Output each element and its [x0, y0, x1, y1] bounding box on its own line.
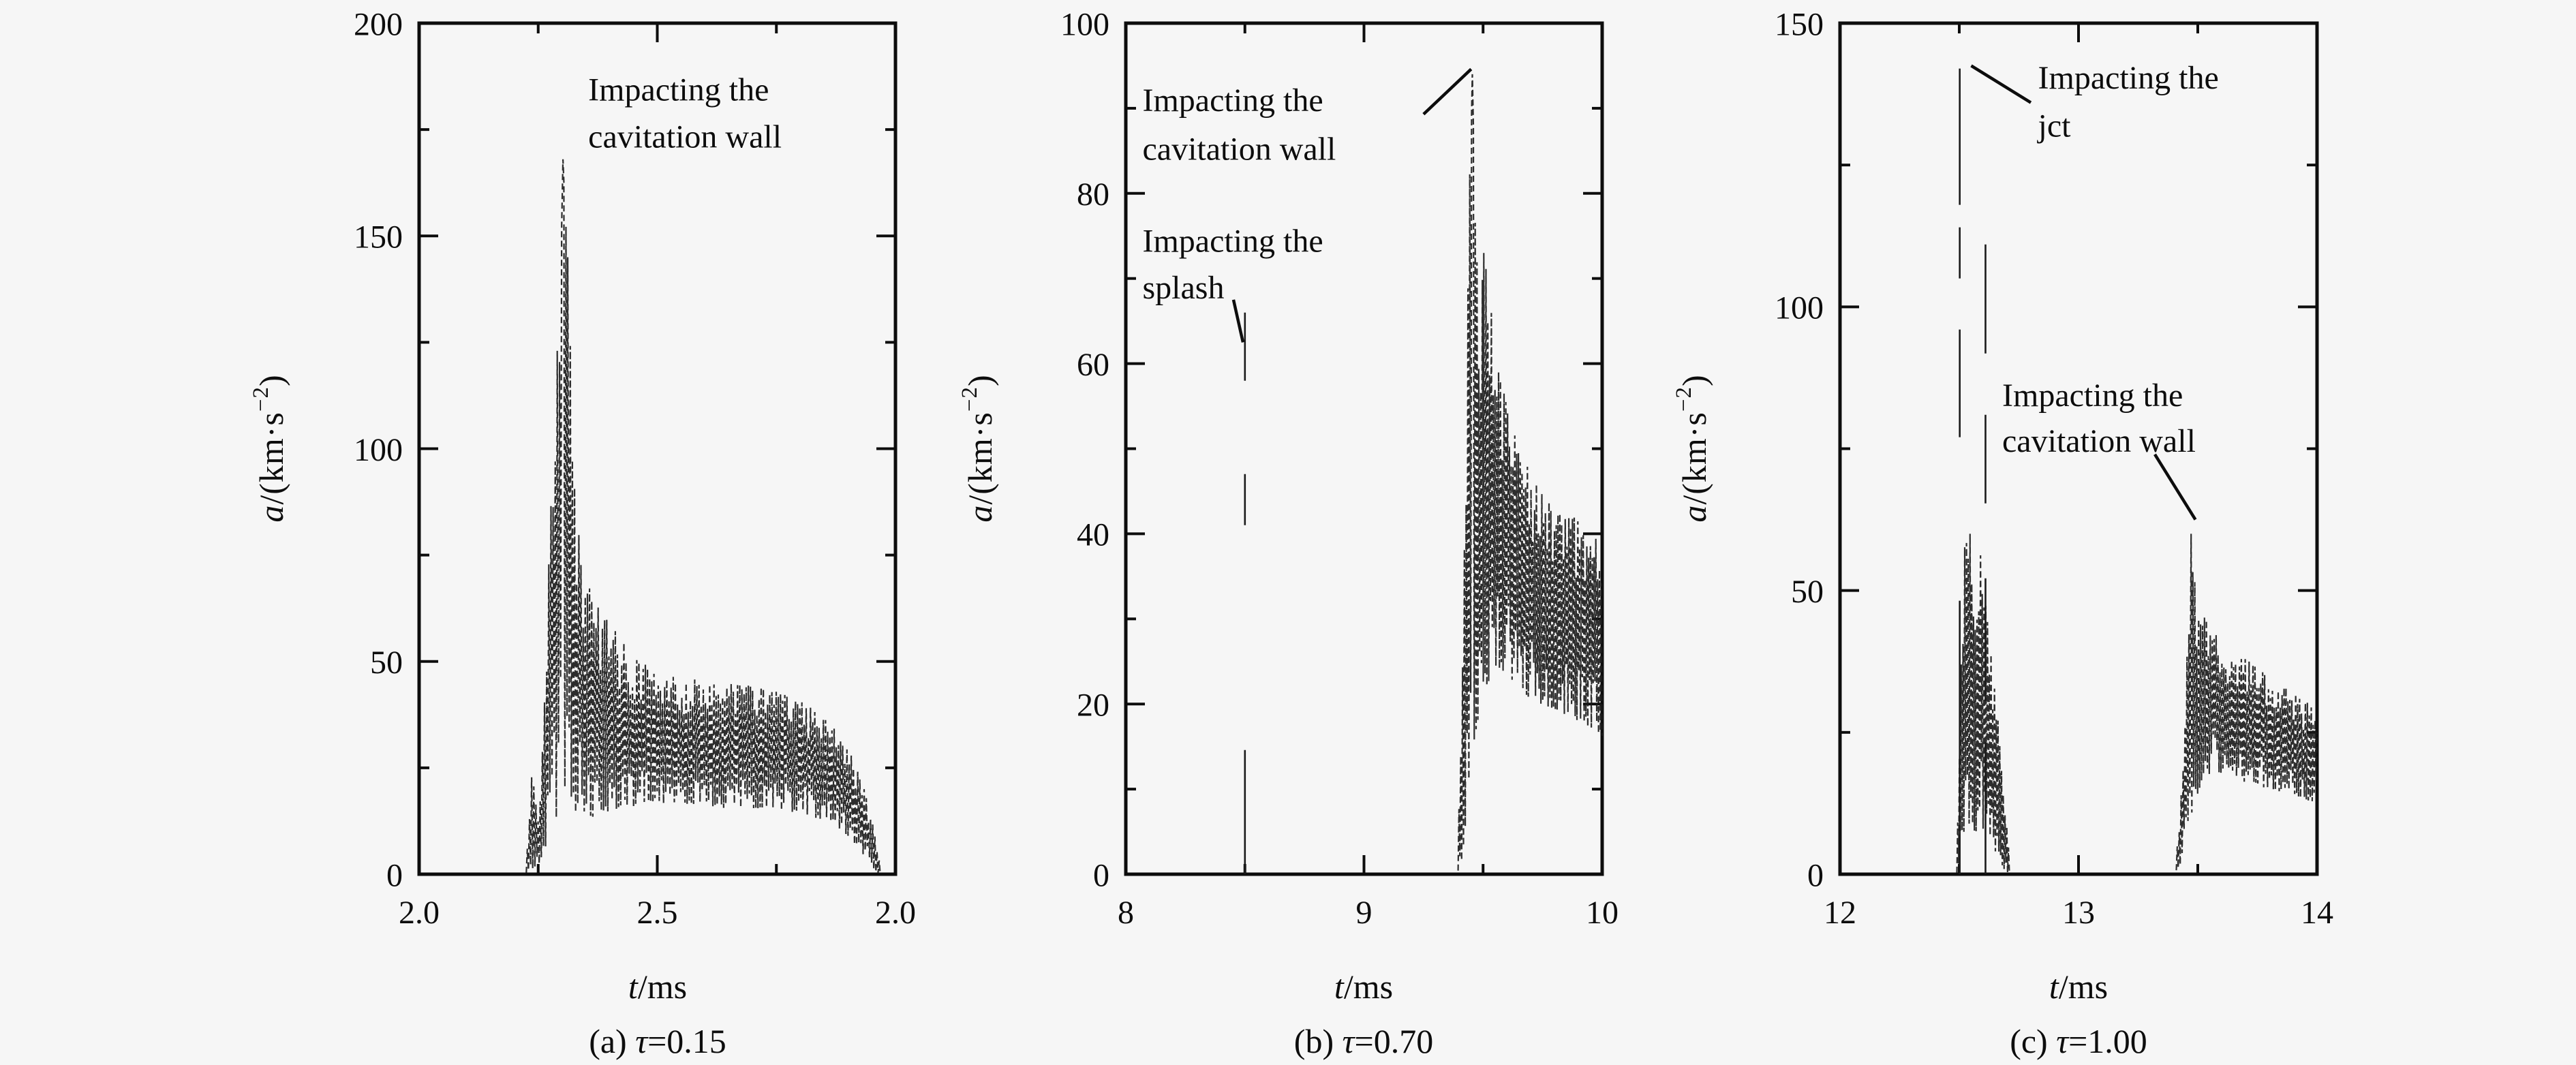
- x-axis-unit: /ms: [2058, 968, 2109, 1006]
- annotation-text: Impacting the: [588, 72, 769, 108]
- y-tick-label: 100: [1775, 290, 1824, 326]
- x-tick-label: 2.0: [399, 895, 440, 931]
- data-trace: [525, 159, 881, 874]
- y-axis-symbol: a: [252, 504, 290, 523]
- x-axis-unit: /ms: [1343, 968, 1394, 1006]
- annotation-text: jct: [2037, 108, 2072, 144]
- annotation-text: cavitation wall: [588, 119, 782, 155]
- caption-index: (a): [589, 1022, 636, 1060]
- caption-tau: τ: [2056, 1022, 2069, 1060]
- y-axis-symbol: a: [1675, 504, 1713, 523]
- x-tick-label: 2.0: [875, 895, 916, 931]
- x-axis-unit: /ms: [637, 968, 688, 1006]
- y-tick-label: 200: [354, 6, 403, 42]
- caption-a: (a) τ=0.15: [589, 1021, 726, 1061]
- annotation-text: Impacting the: [2002, 377, 2183, 414]
- x-tick-label: 14: [2301, 895, 2333, 931]
- x-tick-label: 13: [2062, 895, 2095, 931]
- caption-tau: τ: [635, 1022, 648, 1060]
- y-axis-exponent: −2: [957, 386, 983, 412]
- x-axis-label-a: t/ms: [628, 967, 687, 1006]
- caption-b: (b) τ=0.70: [1294, 1021, 1433, 1061]
- data-trace: [2175, 534, 2318, 871]
- caption-index: (c): [2010, 1022, 2057, 1060]
- caption-tau: τ: [1342, 1022, 1355, 1060]
- x-axis-symbol: t: [1334, 968, 1344, 1006]
- annotation-leader: [1970, 64, 2032, 104]
- y-tick-label: 0: [386, 857, 403, 893]
- y-tick-label: 100: [1060, 6, 1109, 42]
- x-tick-label: 8: [1118, 895, 1134, 931]
- annotation-leader: [1422, 67, 1473, 116]
- y-axis-unit: /(km·s: [252, 412, 290, 505]
- annotation-text: Impacting the: [1142, 223, 1323, 259]
- y-tick-label: 150: [1775, 6, 1824, 42]
- annotation-text: cavitation wall: [2002, 423, 2196, 459]
- annotation-leader: [1231, 299, 1245, 343]
- x-axis-symbol: t: [2049, 968, 2059, 1006]
- caption-value: =0.70: [1354, 1022, 1434, 1060]
- y-axis-unit: /(km·s: [1675, 412, 1713, 505]
- annotation-text: cavitation wall: [1142, 131, 1336, 167]
- y-axis-unit-close: ): [961, 374, 999, 386]
- y-axis-unit: /(km·s: [961, 412, 999, 505]
- x-tick-label: 10: [1586, 895, 1619, 931]
- y-tick-label: 150: [354, 219, 403, 256]
- y-axis-label-c: a/(km·s−2): [1672, 374, 1714, 523]
- annotation-text: Impacting the: [2038, 60, 2219, 96]
- data-trace: [1956, 534, 2010, 873]
- y-tick-label: 0: [1807, 857, 1824, 893]
- caption-index: (b): [1293, 1022, 1343, 1060]
- y-axis-unit-close: ): [252, 374, 290, 386]
- y-axis-label-b: a/(km·s−2): [957, 374, 1000, 523]
- y-tick-label: 50: [370, 645, 403, 681]
- x-axis-symbol: t: [628, 968, 638, 1006]
- caption-c: (c) τ=1.00: [2010, 1021, 2147, 1061]
- x-axis-label-c: t/ms: [2049, 967, 2108, 1006]
- y-tick-label: 0: [1093, 857, 1109, 893]
- x-tick-label: 2.5: [637, 895, 678, 931]
- y-tick-label: 80: [1077, 176, 1109, 213]
- annotation-text: Impacting the: [1142, 82, 1323, 119]
- x-tick-label: 12: [1824, 895, 1856, 931]
- x-axis-label-b: t/ms: [1334, 967, 1393, 1006]
- y-axis-label-a: a/(km·s−2): [249, 374, 291, 523]
- y-tick-label: 50: [1791, 574, 1824, 610]
- caption-value: =1.00: [2068, 1022, 2147, 1060]
- data-trace: [1457, 74, 1604, 871]
- x-tick-label: 9: [1356, 895, 1373, 931]
- y-tick-label: 20: [1077, 687, 1109, 723]
- y-axis-exponent: −2: [249, 386, 274, 412]
- annotation-leader: [2153, 453, 2197, 521]
- y-axis-exponent: −2: [1672, 386, 1697, 412]
- y-tick-label: 40: [1077, 517, 1109, 553]
- caption-value: =0.15: [647, 1022, 726, 1060]
- y-axis-unit-close: ): [1675, 374, 1713, 386]
- y-tick-label: 100: [354, 432, 403, 468]
- y-axis-symbol: a: [961, 504, 999, 523]
- annotation-text: splash: [1142, 270, 1224, 306]
- y-tick-label: 60: [1077, 347, 1109, 383]
